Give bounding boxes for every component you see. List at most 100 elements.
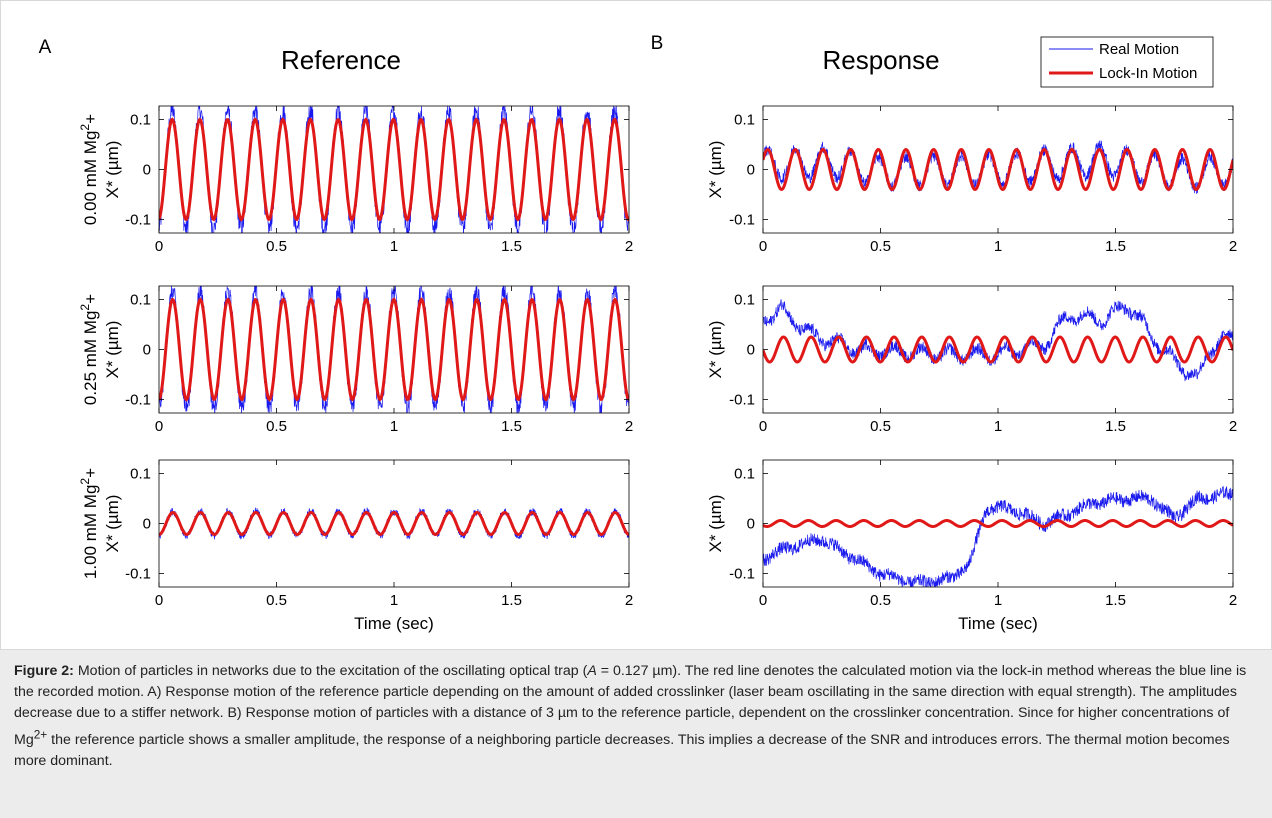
subplot-b-1: 0 0.5 1 1.5 2-0.100.1X* (µm) (706, 105, 1237, 255)
y-tick-label: 0.1 (734, 292, 755, 309)
x-tick-label: 2 (1229, 592, 1237, 609)
x-tick-label: 0.5 (870, 592, 891, 609)
x-tick-label: 0.5 (266, 238, 287, 255)
lockin-motion-line (763, 518, 1233, 529)
y-tick-label: 0 (143, 342, 151, 359)
y-axis-label-main: 1.00 mM Mg (81, 485, 100, 579)
real-motion-line (763, 486, 1233, 587)
y-axis-label: X* (µm) (103, 141, 122, 199)
subplot-a-1: 0 0.5 1 1.5 2-0.100.10.00 mM Mg2+X* (µm) (78, 105, 633, 255)
caption-run-2: = 0.127 µm). The red line denotes the ca… (14, 663, 1247, 748)
y-axis-label-sup: 2 (78, 478, 92, 485)
y-axis-label-sup: 2 (78, 124, 92, 131)
y-axis-label-main: X* (µm) (706, 495, 725, 553)
subplot-b-2: 0 0.5 1 1.5 2-0.100.1X* (µm) (706, 285, 1237, 435)
x-tick-label: 1 (390, 238, 398, 255)
x-tick-label: 1 (390, 418, 398, 435)
legend-box (1040, 36, 1214, 88)
figure-panel: A Reference B Response 0 0.5 1 1.5 2 -0.1 0 0.1 0.00… (0, 0, 1272, 650)
y-tick-label: -0.1 (729, 212, 755, 229)
y-axis-label-main: 0.00 mM Mg (81, 131, 100, 225)
x-tick-label: 2 (625, 238, 633, 255)
legend: Real Motion Lock-In Motion (1040, 36, 1214, 88)
y-axis-label-main: X* (µm) (706, 141, 725, 199)
y-axis-label-post: + (81, 294, 100, 304)
x-tick-label: 1 (994, 592, 1002, 609)
y-axis-label-main: X* (µm) (103, 141, 122, 199)
y-axis-label: 0.25 mM Mg2+ (78, 294, 100, 405)
y-tick-label: 0 (143, 516, 151, 533)
caption-run-3: 2+ (33, 727, 48, 741)
y-axis-label: X* (µm) (103, 321, 122, 379)
x-tick-label: 0.5 (870, 418, 891, 435)
axes-frame (158, 459, 630, 588)
series-group (159, 286, 629, 413)
y-axis-label: X* (µm) (706, 141, 725, 199)
x-tick-label: 0 (155, 592, 163, 609)
x-tick-label: 1 (994, 418, 1002, 435)
x-tick-label: 2 (625, 418, 633, 435)
series-group (763, 486, 1233, 587)
lockin-motion-line (763, 147, 1233, 192)
y-tick-label: 0.1 (734, 112, 755, 129)
x-axis-label: Time (sec) (354, 614, 434, 633)
x-tick-label: 0 (155, 238, 163, 255)
caption-run-0: Motion of particles in networks due to t… (73, 663, 588, 679)
series-group (159, 507, 629, 540)
lockin-motion-line (763, 335, 1233, 364)
y-tick-label: -0.1 (729, 566, 755, 583)
series-group (159, 106, 629, 233)
subplot-b-3: 0 0.5 1 1.5 2-0.100.1X* (µm)Time (sec) (706, 459, 1237, 633)
series-group (763, 299, 1233, 382)
y-tick-label: -0.1 (125, 566, 151, 583)
legend-real-label: Real Motion (1099, 41, 1179, 58)
x-tick-label: 2 (625, 592, 633, 609)
y-axis-label-main: X* (µm) (103, 495, 122, 553)
caption-run-4: the reference particle shows a smaller a… (14, 731, 1230, 769)
x-tick-label: 1 (994, 238, 1002, 255)
x-tick-label: 1.5 (1105, 238, 1126, 255)
y-axis-label-main: 0.25 mM Mg (81, 311, 100, 405)
y-axis-label: 1.00 mM Mg2+ (78, 468, 100, 579)
x-tick-label: 1.5 (501, 418, 522, 435)
x-tick-label: 1.5 (501, 238, 522, 255)
y-tick-label: 0.1 (130, 112, 151, 129)
caption-lead: Figure 2: (14, 663, 74, 679)
y-tick-label: 0 (747, 162, 755, 179)
lockin-motion-line (159, 510, 629, 537)
x-tick-label: 1.5 (1105, 592, 1126, 609)
x-tick-label: 0 (155, 418, 163, 435)
x-tick-label: 0.5 (870, 238, 891, 255)
y-axis-label-sup: 2 (78, 304, 92, 311)
y-tick-label: 0.1 (130, 466, 151, 483)
y-axis-label-post: + (81, 468, 100, 478)
panel-label-b: B (651, 33, 664, 54)
caption-body: Motion of particles in networks due to t… (14, 663, 1246, 769)
subplot-a-2: 0 0.5 1 1.5 2-0.100.10.25 mM Mg2+X* (µm) (78, 285, 633, 435)
y-tick-label: 0 (143, 162, 151, 179)
y-axis-label: 0.00 mM Mg2+ (78, 114, 100, 225)
panel-title-reference: Reference (281, 45, 401, 75)
x-tick-label: 1.5 (1105, 418, 1126, 435)
y-axis-label: X* (µm) (706, 321, 725, 379)
x-tick-label: 1.5 (501, 592, 522, 609)
figure-caption: Figure 2: Motion of particles in network… (0, 650, 1272, 818)
x-tick-label: 2 (1229, 418, 1237, 435)
panel-title-response: Response (822, 45, 939, 75)
lockin-motion-line (159, 297, 629, 402)
y-tick-label: 0.1 (734, 466, 755, 483)
legend-lockin-label: Lock-In Motion (1099, 65, 1197, 82)
x-tick-label: 2 (1229, 238, 1237, 255)
y-axis-label-main: X* (µm) (103, 321, 122, 379)
real-motion-line (763, 299, 1233, 382)
y-tick-label: 0 (747, 516, 755, 533)
y-axis-label-post: + (81, 114, 100, 124)
x-tick-label: 0.5 (266, 418, 287, 435)
caption-run-1: A (587, 663, 597, 679)
y-tick-label: -0.1 (729, 392, 755, 409)
y-axis-label-main: X* (µm) (706, 321, 725, 379)
y-axis-label: X* (µm) (103, 495, 122, 553)
x-tick-label: 0 (759, 592, 767, 609)
x-axis-label: Time (sec) (958, 614, 1038, 633)
